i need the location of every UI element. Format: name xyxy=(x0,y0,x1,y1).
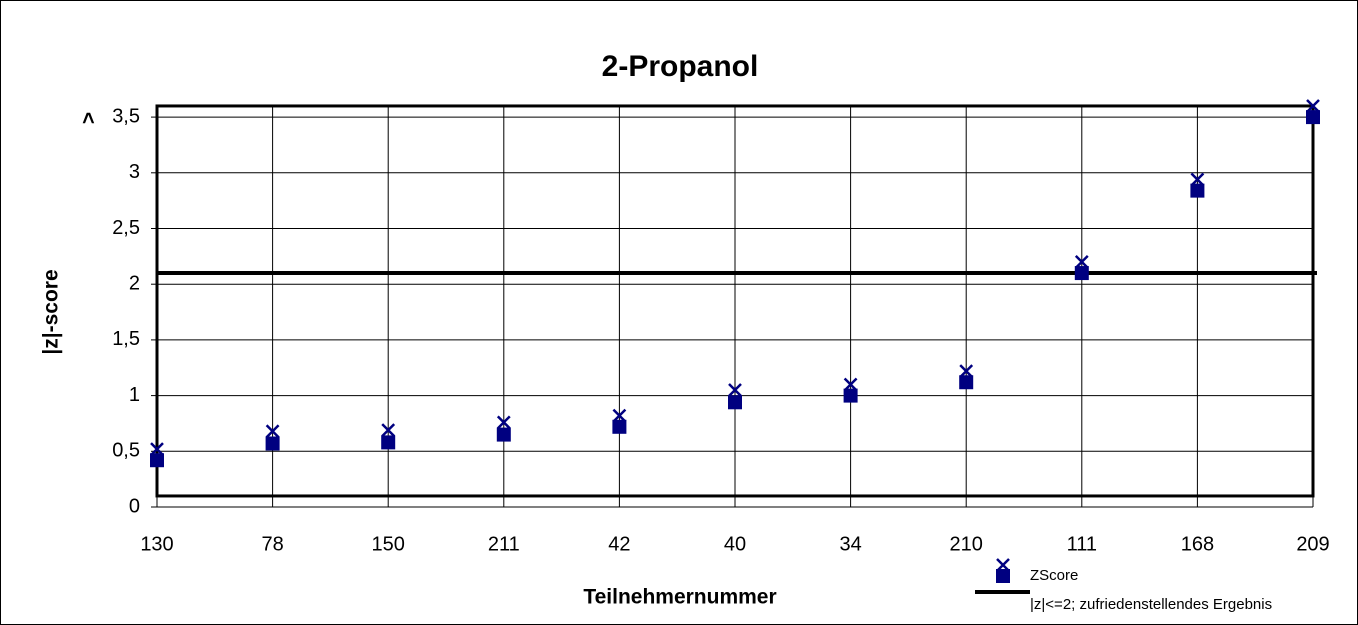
x-tick-label: 42 xyxy=(608,533,630,555)
cross-marker xyxy=(150,442,164,456)
y-tick-label: 0 xyxy=(129,495,140,517)
x-tick-label: 78 xyxy=(261,533,283,555)
cross-marker xyxy=(843,377,858,392)
legend-cross xyxy=(996,558,1010,572)
x-tick-label: 111 xyxy=(1067,533,1097,555)
x-tick-label: 168 xyxy=(1181,533,1214,555)
legend-square xyxy=(996,569,1010,583)
x-tick-label: 211 xyxy=(488,533,520,555)
cross-marker xyxy=(1306,99,1320,113)
plot-frame xyxy=(155,104,1315,498)
square-marker xyxy=(1074,266,1089,281)
x-tick-label: 130 xyxy=(140,533,173,555)
x-tick-label: 150 xyxy=(372,533,405,555)
y-tick-label: 0,5 xyxy=(112,440,140,462)
square-marker xyxy=(843,388,858,403)
cross-marker xyxy=(728,383,742,397)
y-top-marker: > xyxy=(78,112,101,124)
x-tick-label: 40 xyxy=(724,533,746,555)
chart-title: 2-Propanol xyxy=(602,50,759,83)
square-marker xyxy=(1306,110,1320,125)
cross-marker xyxy=(381,423,396,438)
square-marker xyxy=(959,375,974,390)
y-tick-label: 3,5 xyxy=(112,105,140,127)
legend-label: ZScore xyxy=(1030,567,1078,584)
cross-marker xyxy=(612,408,627,423)
y-axis-label: |z|-score xyxy=(40,269,63,354)
x-axis-label: Teilnehmernummer xyxy=(583,586,776,609)
x-tick-label: 210 xyxy=(950,533,983,555)
cross-marker xyxy=(496,415,511,430)
cross-marker xyxy=(265,424,280,439)
legend-label: |z|<=2; zufriedenstellendes Ergebnis xyxy=(1030,596,1272,613)
y-tick-label: 2,5 xyxy=(112,217,140,239)
square-marker xyxy=(150,453,164,468)
square-marker xyxy=(612,419,627,434)
y-tick-label: 1,5 xyxy=(112,328,140,350)
y-tick-label: 2 xyxy=(129,272,140,294)
x-tick-label: 209 xyxy=(1296,533,1329,555)
x-tick-label: 34 xyxy=(839,533,861,555)
y-tick-label: 3 xyxy=(129,161,140,183)
square-marker xyxy=(1190,183,1205,198)
y-tick-label: 1 xyxy=(129,384,140,406)
square-marker xyxy=(381,435,396,450)
cross-marker xyxy=(1190,172,1205,187)
cross-marker xyxy=(1074,255,1089,269)
cross-marker xyxy=(959,364,974,378)
square-marker xyxy=(496,427,511,442)
square-marker xyxy=(265,436,280,451)
square-marker xyxy=(728,395,742,410)
